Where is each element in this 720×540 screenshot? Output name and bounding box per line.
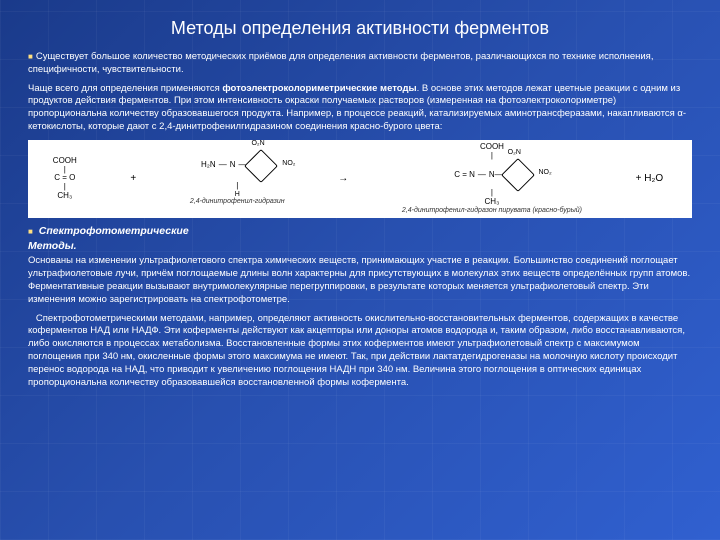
chemical-reaction-diagram: COOH | C = O | CH₃ + H₂N — N — O₂N NO₂ |… (28, 140, 692, 218)
p1-text-a: Чаще всего для определения применяются (28, 83, 222, 94)
n-label: N (230, 161, 236, 170)
paragraph-spectro-example: Спектрофотометрическими методами, наприм… (28, 313, 692, 390)
p3-text: Спектрофотометрическими методами, наприм… (28, 313, 685, 388)
benzene-ring-icon (245, 149, 279, 183)
no2-label: NO₂ (282, 160, 295, 168)
ch3-label: CH₃ (57, 192, 72, 201)
slide-title: Методы определения активности ферментов (28, 18, 692, 39)
h2n-label: H₂N (201, 161, 216, 170)
intro-text: Существует большое количество методическ… (28, 51, 653, 75)
no22-label: NO₂ (538, 169, 551, 177)
hydrazone-caption: 2,4-динитрофенил-гидразон пирувата (крас… (402, 207, 582, 215)
spectro-line2: Методы. (28, 240, 77, 252)
o2n-label: O₂N (251, 140, 264, 148)
ch32-label: CH₃ (485, 198, 500, 207)
bullet2-icon: ■ (28, 227, 33, 236)
product-hydrazone: COOH | C = N — N— O₂N NO₂ | CH₃ 2,4-дини… (402, 143, 582, 214)
paragraph-intro: ■Существует большое количество методичес… (28, 51, 692, 77)
spectro-heading: ■ Спектрофотометрические Методы. (28, 224, 692, 253)
arrow-operator: → (334, 173, 352, 184)
spectro-line1: Спектрофотометрические (39, 225, 189, 237)
bullet-icon: ■ (28, 52, 33, 61)
plus-operator: + (126, 173, 140, 184)
p1-bold-term: фотоэлектроколориметрические методы (222, 83, 416, 94)
benzene-ring2-icon (501, 158, 535, 192)
o2n2-label: O₂N (508, 149, 521, 157)
hydrazine-caption: 2,4-динитрофенил-гидразин (190, 198, 285, 206)
cn-label: C = N (454, 171, 475, 180)
reactant-hydrazine: H₂N — N — O₂N NO₂ | H 2,4-динитрофенил-г… (190, 152, 285, 206)
reactant-pyruvate: COOH | C = O | CH₃ (53, 157, 77, 201)
paragraph-photocolorimetric: Чаще всего для определения применяются ф… (28, 83, 692, 134)
h2o-product: + H₂O (632, 173, 668, 184)
paragraph-spectro-basis: Основаны на изменении ультрафиолетового … (28, 255, 692, 306)
